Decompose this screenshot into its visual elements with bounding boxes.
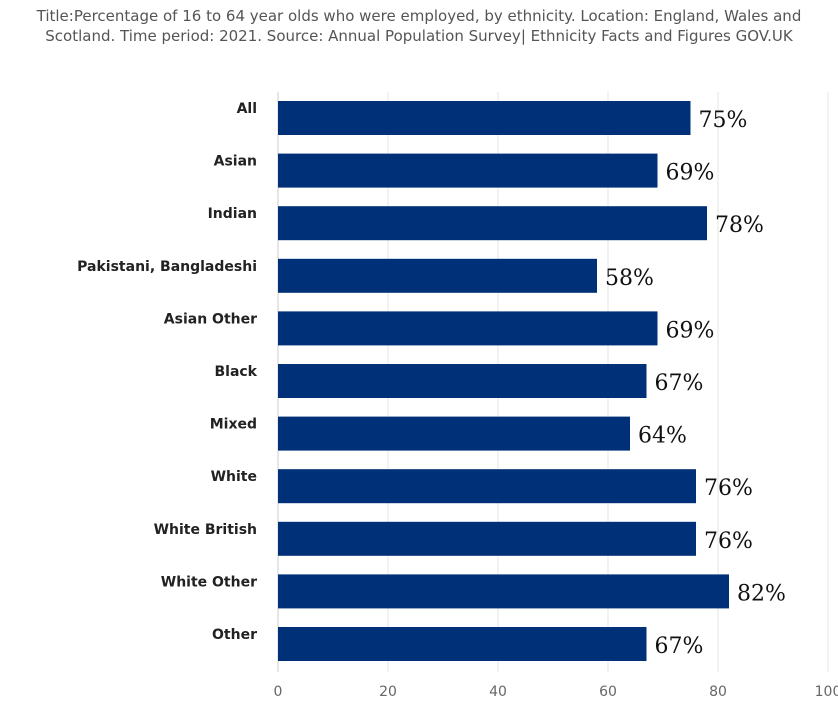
bar xyxy=(278,153,658,188)
x-tick-label: 20 xyxy=(379,684,397,700)
x-tick-label: 0 xyxy=(274,684,283,700)
category-label: Asian Other xyxy=(164,311,257,327)
bar xyxy=(278,101,691,135)
category-label: Other xyxy=(212,627,257,643)
data-label: 78% xyxy=(715,213,764,238)
category-label: All xyxy=(237,101,257,117)
bar xyxy=(278,627,647,661)
category-label: Indian xyxy=(208,206,257,222)
data-label: 67% xyxy=(655,634,704,659)
data-label: 58% xyxy=(605,266,654,291)
data-label: 69% xyxy=(666,318,715,343)
bar xyxy=(278,521,696,556)
bar xyxy=(278,469,696,504)
bar xyxy=(278,416,630,451)
data-label: 75% xyxy=(699,108,748,133)
bar xyxy=(278,206,707,241)
data-label: 82% xyxy=(737,581,786,606)
data-label: 67% xyxy=(655,371,704,396)
category-label: White British xyxy=(154,522,257,538)
category-label: White xyxy=(211,469,257,485)
category-label: Black xyxy=(214,364,257,380)
x-tick-label: 80 xyxy=(709,684,727,700)
bar xyxy=(278,364,647,398)
x-tick-label: 60 xyxy=(599,684,617,700)
category-label: White Other xyxy=(161,574,257,590)
chart-title: Title:Percentage of 16 to 64 year olds w… xyxy=(36,7,802,45)
category-label: Mixed xyxy=(210,417,257,433)
category-label: Asian xyxy=(214,154,257,170)
data-label: 76% xyxy=(704,529,753,554)
bar xyxy=(278,574,729,609)
x-tick-label: 40 xyxy=(489,684,507,700)
data-label: 69% xyxy=(666,161,715,186)
data-label: 76% xyxy=(704,476,753,501)
category-label: Pakistani, Bangladeshi xyxy=(77,259,257,275)
data-label: 64% xyxy=(638,424,687,449)
x-tick-label: 100 xyxy=(815,684,838,700)
bar xyxy=(278,258,597,293)
bar xyxy=(278,311,658,346)
